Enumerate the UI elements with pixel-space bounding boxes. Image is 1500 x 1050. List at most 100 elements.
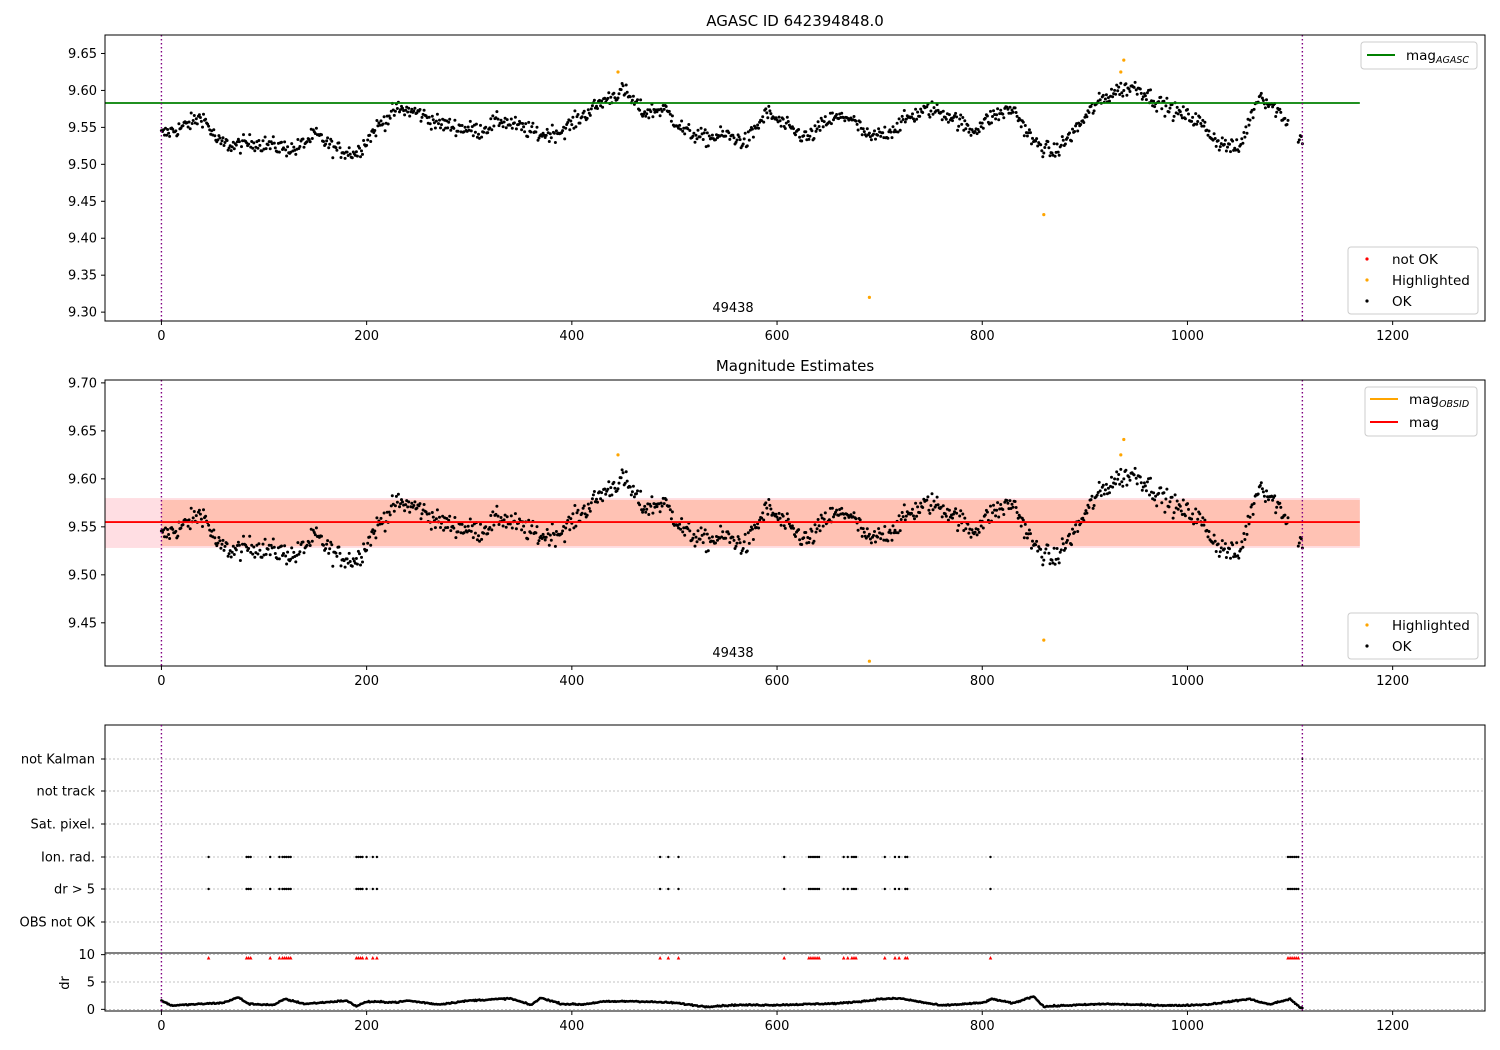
dr-gt5-flag: [281, 887, 284, 891]
ok-point: [903, 518, 907, 522]
ok-point: [879, 134, 883, 138]
ok-point: [903, 120, 907, 124]
dr-overflow-marker: [371, 956, 375, 960]
ok-point: [377, 121, 381, 125]
ok-point: [197, 113, 201, 117]
ok-point: [1055, 142, 1059, 146]
ok-point: [1056, 557, 1060, 561]
ok-point: [550, 522, 554, 526]
ok-point: [552, 533, 556, 536]
highlighted-point: [1122, 437, 1126, 442]
ok-point: [365, 548, 369, 552]
ok-point: [514, 127, 518, 131]
ok-point: [876, 133, 880, 137]
x-tick-label: 1200: [1376, 674, 1409, 689]
ok-point: [1097, 91, 1101, 95]
ok-point: [1125, 93, 1129, 97]
ok-point: [694, 535, 698, 539]
ok-point: [1239, 547, 1243, 551]
ok-point: [491, 510, 495, 514]
ok-point: [463, 125, 467, 129]
ok-point: [587, 507, 591, 510]
ok-point: [873, 530, 876, 533]
ok-point: [446, 526, 450, 529]
dr-gt5-flag: [658, 887, 662, 891]
dr-overflow-marker: [988, 956, 993, 960]
ok-point: [1002, 116, 1006, 120]
ok-point: [919, 501, 923, 505]
highlighted-point: [867, 659, 872, 663]
ok-point: [509, 117, 513, 121]
ok-point: [553, 141, 557, 144]
ok-point: [1186, 108, 1189, 111]
ok-point: [767, 498, 771, 501]
ok-point: [740, 549, 744, 553]
ok-point: [1047, 146, 1051, 150]
ok-point: [272, 545, 276, 549]
ok-point: [747, 138, 751, 142]
ok-point: [985, 510, 989, 514]
ok-point: [1117, 85, 1121, 89]
ok-point: [1278, 501, 1282, 505]
ok-point: [1190, 119, 1194, 123]
ok-point: [883, 125, 887, 129]
ion-rad-flag: [359, 855, 362, 859]
ok-point: [305, 543, 309, 547]
ok-point: [644, 114, 648, 118]
ok-point: [338, 551, 342, 555]
ok-point: [339, 156, 343, 159]
ok-point: [781, 117, 785, 121]
ok-point: [266, 143, 270, 147]
ok-point: [1206, 133, 1210, 137]
dr-gt5-flag: [783, 887, 786, 891]
ok-point: [1267, 498, 1270, 502]
ok-point: [964, 527, 968, 531]
ok-point: [975, 132, 979, 136]
ok-point: [619, 88, 623, 92]
ok-point: [197, 508, 201, 512]
ok-point: [1143, 484, 1147, 488]
ok-point: [192, 114, 196, 117]
ok-point: [737, 537, 741, 541]
ok-point: [808, 537, 812, 540]
ok-point: [940, 118, 944, 122]
ok-point: [294, 152, 298, 156]
legend-ok: OK: [1392, 294, 1413, 310]
ok-point: [732, 538, 736, 542]
ok-point: [1155, 109, 1159, 113]
ok-point: [249, 550, 253, 554]
ok-point: [217, 536, 221, 539]
ok-point: [798, 538, 802, 542]
dr-gt5-flag: [842, 887, 845, 891]
ok-point: [191, 516, 195, 520]
ok-point: [588, 509, 592, 513]
ok-point: [212, 128, 216, 132]
ok-point: [886, 539, 890, 543]
ok-point: [929, 504, 933, 507]
ok-point: [418, 108, 422, 111]
ok-point: [1178, 504, 1182, 508]
ok-point: [719, 125, 723, 129]
ok-point: [973, 530, 977, 534]
ok-point: [218, 539, 222, 543]
ok-point: [1113, 477, 1117, 481]
ok-point: [1099, 494, 1103, 498]
ok-point: [437, 122, 440, 126]
ok-point: [600, 491, 604, 495]
ok-point: [827, 518, 831, 522]
ok-point: [912, 514, 915, 518]
ok-point: [1278, 107, 1282, 111]
ok-point: [688, 529, 692, 533]
ok-point: [489, 117, 493, 121]
ok-point: [1021, 120, 1025, 124]
ok-point: [629, 493, 633, 497]
ok-point: [1138, 475, 1142, 479]
ok-point: [696, 128, 700, 132]
ok-point: [1027, 528, 1031, 532]
ok-point: [369, 140, 373, 143]
ok-point: [529, 531, 533, 535]
ok-point: [509, 514, 513, 518]
ok-point: [470, 524, 474, 528]
ok-point: [1010, 502, 1014, 506]
ok-point: [223, 141, 227, 144]
